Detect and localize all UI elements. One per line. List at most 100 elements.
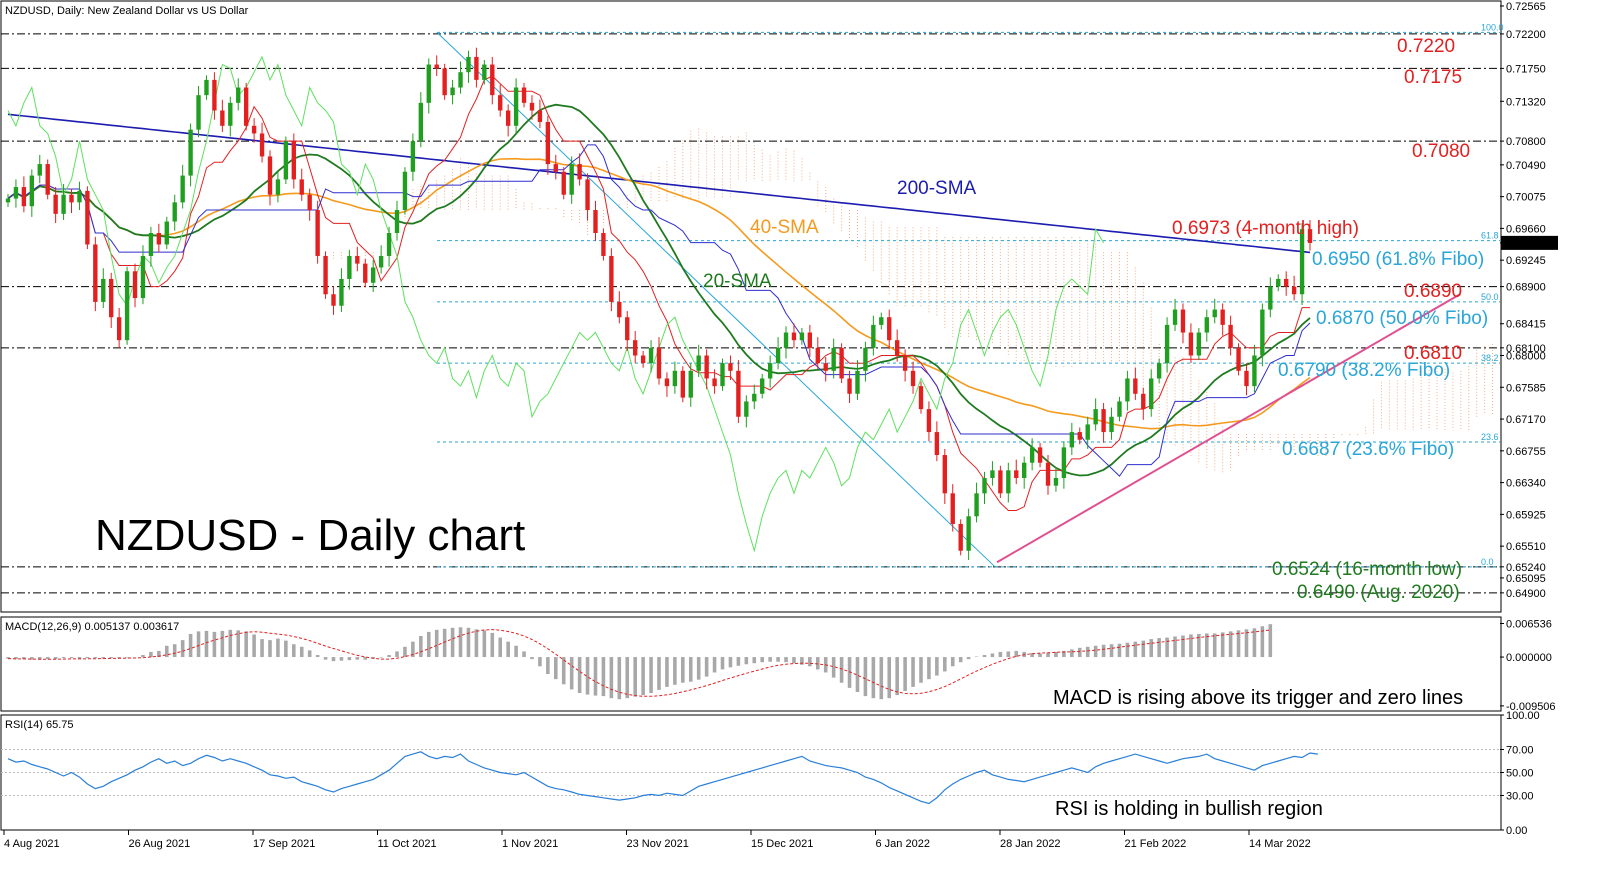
price-y-tick-label: 0.68100 bbox=[1506, 343, 1546, 355]
candle-body bbox=[760, 378, 765, 394]
candle-body bbox=[1244, 370, 1249, 387]
x-tick-label: 21 Feb 2022 bbox=[1125, 838, 1187, 850]
candle-body bbox=[1196, 332, 1202, 356]
candle-body bbox=[1204, 317, 1209, 333]
candle-body bbox=[791, 332, 797, 341]
price-y-tick-label: 0.70075 bbox=[1506, 192, 1546, 204]
macd-panel-frame bbox=[0, 616, 1502, 712]
candle-body bbox=[887, 317, 892, 341]
candle-body bbox=[315, 210, 320, 256]
candle-body bbox=[1180, 309, 1186, 333]
candle-body bbox=[799, 332, 805, 341]
candle-body bbox=[1283, 278, 1289, 287]
macd-y-tick-label: -0.009506 bbox=[1506, 701, 1556, 713]
candle-body bbox=[593, 210, 598, 233]
candle-body bbox=[339, 278, 344, 306]
rsi-y-tick-label: 100.00 bbox=[1506, 710, 1540, 722]
fibo-level-tag: 61.8 bbox=[1481, 231, 1499, 241]
kijun-line bbox=[7, 144, 1311, 477]
candle-body bbox=[1045, 462, 1051, 486]
x-tick-label: 14 Mar 2022 bbox=[1249, 838, 1311, 850]
candle-body bbox=[482, 64, 487, 80]
candle-body bbox=[839, 347, 844, 379]
candle-body bbox=[1125, 378, 1130, 402]
candle-body bbox=[77, 190, 82, 203]
candle-body bbox=[1053, 478, 1059, 486]
rsi-y-tick-label: 30.00 bbox=[1506, 791, 1534, 803]
candle-body bbox=[243, 87, 249, 126]
chart-header-title: NZDUSD, Daily: New Zealand Dollar vs US … bbox=[5, 5, 249, 17]
candle-body bbox=[521, 87, 527, 103]
candle-body bbox=[37, 164, 42, 176]
candle-body bbox=[609, 255, 614, 302]
candle-body bbox=[1077, 432, 1082, 440]
candle-body bbox=[720, 363, 725, 387]
candle-body bbox=[275, 179, 281, 195]
fibo-level-tag: 50.0 bbox=[1481, 292, 1499, 302]
candle-body bbox=[767, 363, 773, 379]
candle-body bbox=[1149, 378, 1154, 410]
candle-body bbox=[140, 255, 146, 299]
candle-body bbox=[53, 194, 58, 214]
candle-body bbox=[220, 110, 225, 126]
trend-line bbox=[996, 293, 1461, 564]
rsi-y-tick-label: 70.00 bbox=[1506, 745, 1534, 757]
candle-body bbox=[1252, 355, 1257, 387]
x-tick-label: 1 Nov 2021 bbox=[502, 838, 558, 850]
candle-body bbox=[950, 493, 955, 524]
candle-body bbox=[752, 393, 757, 402]
macd-title: MACD(12,26,9) 0.005137 0.003617 bbox=[5, 621, 179, 633]
candle-body bbox=[545, 121, 551, 165]
price-panel-frame bbox=[0, 0, 1502, 613]
annotation-high: 0.6973 (4-month high) bbox=[1172, 218, 1359, 239]
annotation-sma40: 40-SMA bbox=[750, 217, 819, 238]
candle-body bbox=[378, 255, 384, 268]
candle-body bbox=[847, 378, 852, 394]
fibo-level-tag: 100.0 bbox=[1481, 22, 1504, 32]
x-tick-label: 17 Sep 2021 bbox=[253, 838, 315, 850]
candle-body bbox=[1014, 470, 1019, 479]
candle-body bbox=[196, 95, 201, 130]
candle-body bbox=[1188, 332, 1194, 356]
price-y-tick-label: 0.65510 bbox=[1506, 541, 1546, 553]
macd-y-tick-label: 0.006536 bbox=[1506, 618, 1552, 630]
candle-body bbox=[1069, 432, 1075, 448]
sma200-line bbox=[7, 113, 1311, 254]
candle-body bbox=[934, 432, 940, 456]
candle-body bbox=[1299, 229, 1305, 295]
candle-body bbox=[323, 255, 328, 295]
candle-body bbox=[1307, 229, 1313, 243]
price-y-tick-label: 0.65925 bbox=[1506, 509, 1546, 521]
candle-body bbox=[823, 363, 828, 371]
candle-body bbox=[926, 409, 932, 433]
candle-body bbox=[109, 278, 114, 318]
candle-body bbox=[664, 378, 670, 387]
candle-body bbox=[442, 68, 447, 96]
candle-body bbox=[259, 133, 265, 157]
candle-body bbox=[394, 210, 400, 233]
candle-body bbox=[831, 347, 836, 371]
x-tick-label: 26 Aug 2021 bbox=[129, 838, 191, 850]
candle-body bbox=[1212, 309, 1217, 318]
candle-body bbox=[625, 317, 630, 341]
rsi-line bbox=[7, 751, 1318, 805]
candle-body bbox=[561, 171, 566, 195]
candle-body bbox=[363, 263, 368, 283]
candle-body bbox=[498, 95, 503, 111]
candle-body bbox=[744, 401, 749, 417]
candle-body bbox=[632, 340, 638, 356]
candle-body bbox=[29, 175, 35, 207]
candle-body bbox=[505, 110, 511, 126]
candle-body bbox=[101, 278, 106, 302]
level-label-6890: 0.6890 bbox=[1404, 281, 1462, 302]
fibo-label-618: 0.6950 (61.8% Fibo) bbox=[1312, 249, 1484, 270]
candle-body bbox=[942, 455, 947, 494]
price-y-tick-label: 0.71320 bbox=[1506, 96, 1546, 108]
candle-body bbox=[1268, 286, 1273, 310]
candle-body bbox=[998, 470, 1003, 494]
candle-body bbox=[1037, 447, 1043, 463]
fibo-level-tag: 0.0 bbox=[1481, 557, 1494, 567]
candle-body bbox=[93, 244, 98, 302]
candle-body bbox=[783, 332, 789, 348]
candle-body bbox=[871, 324, 876, 348]
